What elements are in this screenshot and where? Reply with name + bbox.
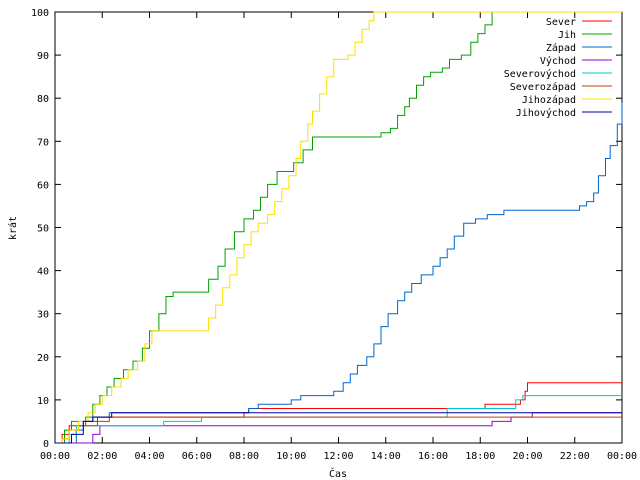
y-tick-label: 30 [37,310,49,321]
y-tick-label: 70 [37,137,49,148]
axis-tick-labels: 0 10 20 30 40 50 60 70 80 90 100 00:00 02:00 04:00 06:… [31,8,637,462]
x-tick-label: 02:00 [87,451,117,462]
legend-label: Severozápad [510,81,576,93]
y-axis-title: krát [7,216,19,240]
x-tick-label: 16:00 [418,451,448,462]
legend-label: Sever [546,17,576,28]
series-line-6 [55,11,622,444]
series-line-7 [55,412,622,444]
legend: Sever JihZápadVýchodSeverovýchodSeverozáp… [504,17,612,119]
y-tick-label: 80 [37,94,49,105]
x-tick-label: 14:00 [371,451,401,462]
x-tick-label: 12:00 [323,451,353,462]
y-tick-label: 50 [37,224,49,235]
legend-label: Východ [540,55,576,67]
y-tick-label: 20 [37,353,49,364]
x-tick-label: 06:00 [182,451,212,462]
legend-label: Jihozápad [522,94,576,106]
y-tick-label: 100 [31,8,49,19]
x-tick-label: 22:00 [560,451,590,462]
x-tick-label: 10:00 [276,451,306,462]
series-line-1 [55,11,622,444]
x-tick-label: 04:00 [134,451,164,462]
y-tick-label: 40 [37,267,49,278]
legend-label: Jihovýchod [516,107,576,119]
legend-label: Západ [546,42,576,54]
series-line-2 [55,102,623,444]
y-tick-label: 90 [37,51,49,62]
y-tick-label: 60 [37,180,49,191]
x-axis-title: Čas [329,467,347,480]
series-lines [55,11,623,444]
x-tick-label: 00:00 [607,451,637,462]
x-tick-label: 18:00 [465,451,495,462]
x-tick-label: 00:00 [40,451,70,462]
x-tick-label: 08:00 [229,451,259,462]
y-tick-label: 0 [43,439,49,450]
x-tick-label: 20:00 [512,451,542,462]
series-line-4 [55,395,622,444]
y-tick-label: 10 [37,396,49,407]
legend-label: Jih [558,30,576,41]
legend-label: Severovýchod [504,68,576,80]
